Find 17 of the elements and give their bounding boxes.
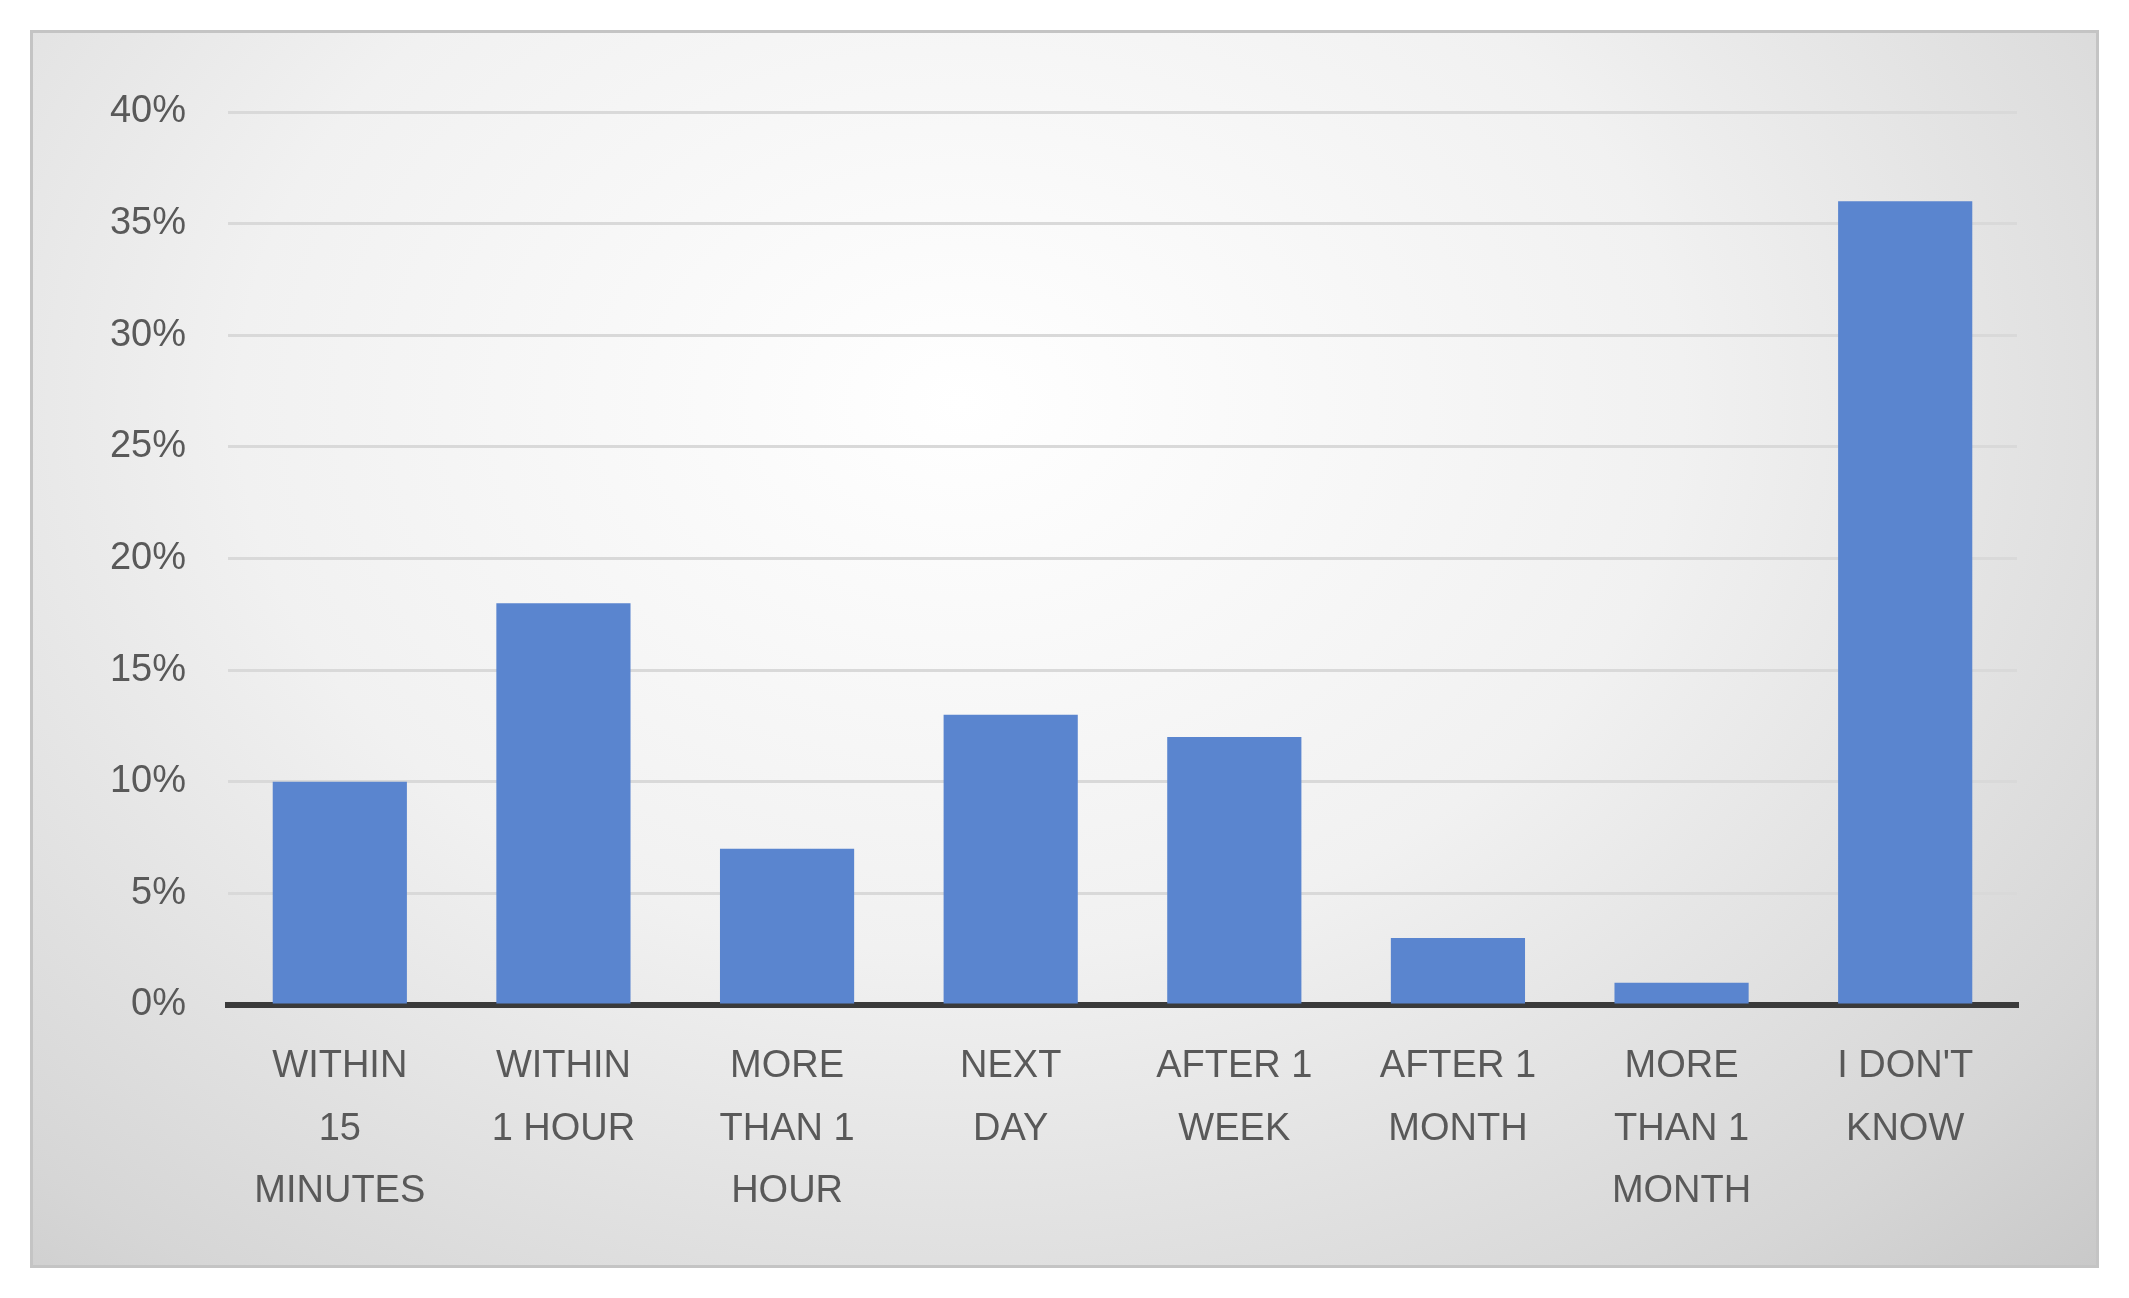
x-tick-label: WITHIN 15 MINUTES <box>254 1042 426 1211</box>
y-tick-label: 10% <box>109 758 186 801</box>
y-tick-label: 30% <box>109 311 186 354</box>
x-tick-label: MORE THAN 1 HOUR <box>719 1042 855 1211</box>
y-tick-label: 5% <box>131 869 186 912</box>
y-tick-label: 25% <box>109 423 186 466</box>
x-tick-label: MORE THAN 1 MONTH <box>1611 1042 1752 1211</box>
y-tick-label: 40% <box>109 88 186 131</box>
y-tick-label: 15% <box>109 646 186 689</box>
x-tick-label: I DON'T KNOW <box>1837 1042 1974 1148</box>
x-tick-label: WITHIN 1 HOUR <box>491 1042 636 1148</box>
y-tick-label: 20% <box>109 534 186 577</box>
x-tick-label: AFTER 1 WEEK <box>1156 1042 1313 1148</box>
y-tick-label: 0% <box>131 981 186 1024</box>
x-tick-label: AFTER 1 MONTH <box>1379 1042 1537 1148</box>
x-tick-label: NEXT DAY <box>960 1042 1062 1148</box>
y-tick-label: 35% <box>109 200 186 243</box>
